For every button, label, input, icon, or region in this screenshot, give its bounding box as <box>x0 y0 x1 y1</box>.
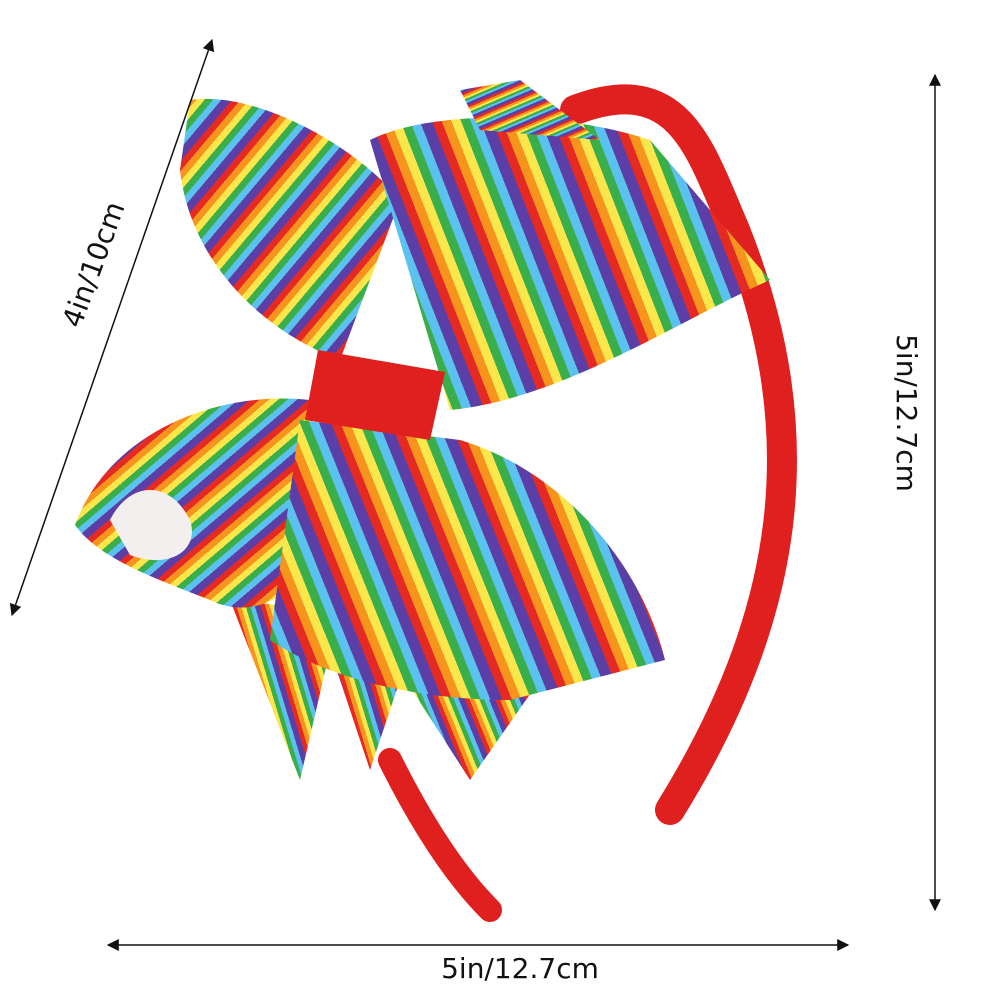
bow-knot <box>305 350 445 440</box>
headband-end <box>378 748 502 922</box>
dimension-arrow <box>9 38 215 617</box>
headband <box>560 84 797 825</box>
bow-loop <box>270 420 665 700</box>
bow-loop <box>370 117 770 410</box>
dimension-label: 5in/12.7cm <box>441 952 599 985</box>
dimension-label: 4in/10cm <box>56 197 132 331</box>
bow-loop <box>460 80 600 140</box>
bow-loop <box>180 98 400 361</box>
dimension-label: 5in/12.7cm <box>890 334 923 492</box>
